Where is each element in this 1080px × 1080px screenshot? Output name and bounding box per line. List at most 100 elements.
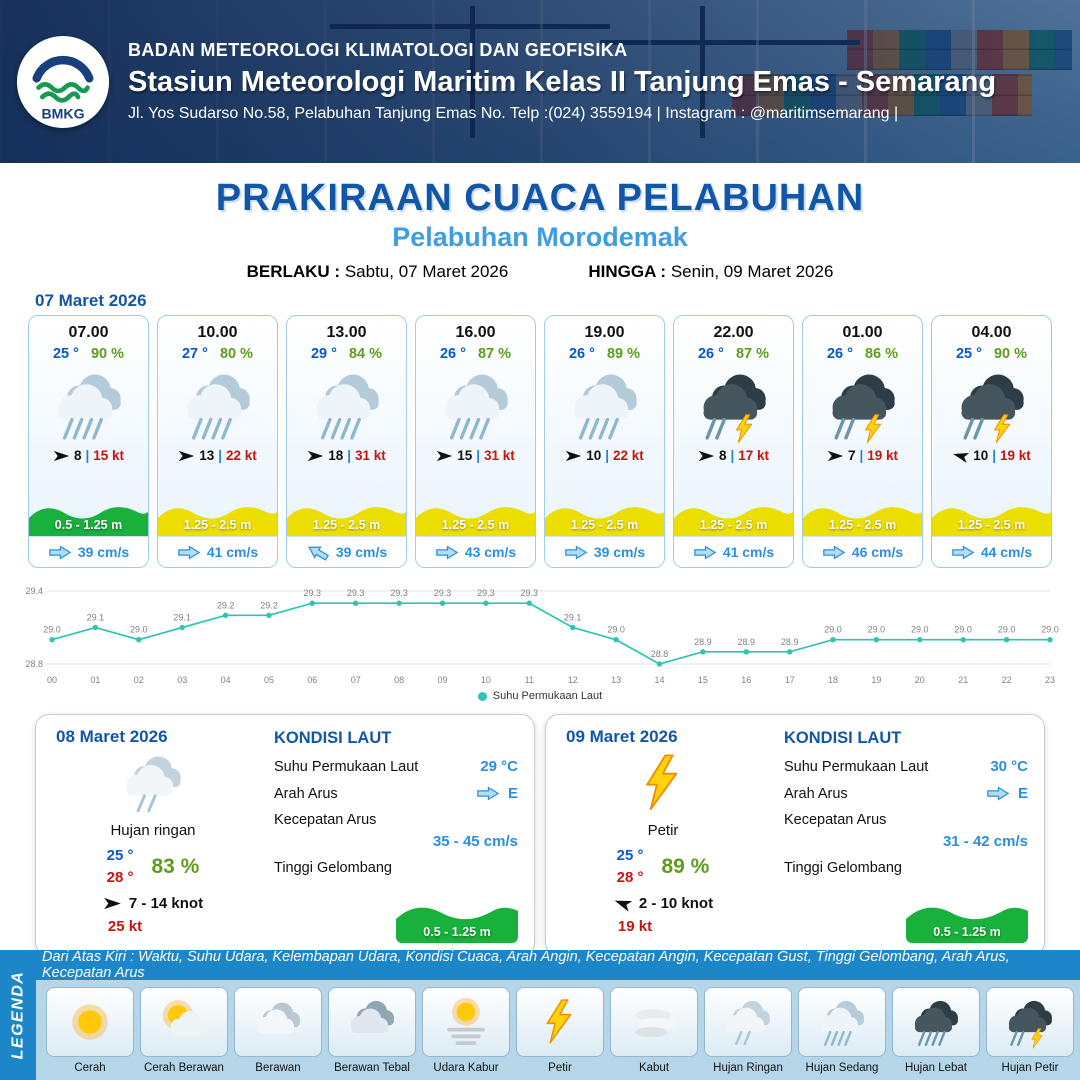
- wind-direction-icon: [103, 897, 122, 910]
- legend-label: Cerah: [74, 1062, 106, 1074]
- agency-name: BADAN METEOROLOGI KLIMATOLOGI DAN GEOFIS…: [128, 40, 628, 60]
- humidity: 84 %: [348, 346, 383, 362]
- current-speed: 46 cm/s: [851, 544, 904, 560]
- forecast-card: 19.00 26 ° 89 % 10 | 22 kt: [544, 315, 665, 568]
- separator: |: [730, 448, 735, 463]
- port-name: Pelabuhan Morodemak: [392, 222, 688, 252]
- current-speed: 41 cm/s: [722, 544, 775, 560]
- forecast-card: 04.00 25 ° 90 % 10 | 19 kt: [931, 315, 1052, 568]
- svg-text:29.0: 29.0: [911, 625, 929, 635]
- legend-label: Kabut: [638, 1062, 670, 1074]
- sst-chart: 29.4 28.8 29.0 00 29.1 01 29.0 02 29.1 03 29.2 04 29…: [18, 576, 1062, 702]
- wind-row: 10 | 19 kt: [952, 448, 1031, 463]
- forecast-time: 19.00: [584, 324, 625, 341]
- svg-text:28.9: 28.9: [694, 637, 712, 647]
- daily-wind-row: 2 - 10 knot: [554, 895, 772, 912]
- air-temperature: 26 °: [697, 346, 724, 362]
- wind-speed: 18: [328, 448, 344, 463]
- current-row: 39 cm/s: [545, 536, 664, 567]
- header-tint-overlay: [0, 0, 1080, 163]
- wave-height-band: 1.25 - 2.5 m: [932, 500, 1051, 536]
- svg-text:18: 18: [828, 675, 838, 685]
- svg-text:01: 01: [90, 675, 100, 685]
- wave-height-band: 1.25 - 2.5 m: [545, 500, 664, 536]
- svg-text:28.9: 28.9: [738, 637, 756, 647]
- forecast-card: 01.00 26 ° 86 % 7 | 19 kt: [802, 315, 923, 568]
- forecast-card: 13.00 29 ° 84 % 18 | 31 kt: [286, 315, 407, 568]
- wave-height-value: 0.5 - 1.25 m: [933, 925, 1001, 939]
- svg-text:16: 16: [741, 675, 751, 685]
- air-temperature: 25 °: [52, 346, 79, 362]
- wind-row: 18 | 31 kt: [307, 448, 386, 463]
- sst-line-chart: 29.4 28.8 29.0 00 29.1 01 29.0 02 29.1 03 29.2 04 29…: [25, 586, 1058, 685]
- legend-weather-icon: [234, 987, 322, 1057]
- temp-min: 25 °: [106, 847, 134, 864]
- legend-label: Petir: [548, 1062, 572, 1074]
- wind-speed: 15: [457, 448, 473, 463]
- daily-forecast-card: 09 Maret 2026 Petir 25 ° 28 ° 89 %: [545, 714, 1045, 956]
- current-direction-icon: [177, 544, 201, 560]
- current-direction-row: Arah Arus E: [784, 785, 1028, 802]
- wave-height: 1.25 - 2.5 m: [828, 518, 897, 532]
- svg-text:11: 11: [525, 675, 534, 685]
- svg-text:02: 02: [134, 675, 144, 685]
- weather-icon: [693, 362, 775, 448]
- air-temperature: 25 °: [955, 346, 982, 362]
- wind-row: 8 | 15 kt: [53, 448, 124, 463]
- svg-text:29.2: 29.2: [217, 600, 235, 610]
- svg-text:00: 00: [47, 675, 57, 685]
- wave-height: 1.25 - 2.5 m: [183, 518, 252, 532]
- wind-row: 13 | 22 kt: [178, 448, 257, 463]
- svg-text:07: 07: [351, 675, 361, 685]
- daily-condition: Hujan ringan: [110, 822, 196, 839]
- sst-value: 29 °C: [480, 758, 518, 775]
- svg-text:29.3: 29.3: [347, 588, 365, 598]
- daily-weather-summary: Petir 25 ° 28 ° 89 % 2 - 10 knot: [554, 749, 772, 935]
- wind-direction-icon: [827, 450, 844, 462]
- wave-height-row: Tinggi Gelombang: [274, 860, 518, 876]
- legend-weather-icon: [798, 987, 886, 1057]
- svg-text:29.0: 29.0: [130, 625, 148, 635]
- wind-gust: 19 kt: [867, 448, 899, 463]
- wave-height: 1.25 - 2.5 m: [441, 518, 510, 532]
- current-speed: 41 cm/s: [206, 544, 259, 560]
- temp-humidity-row: 26 ° 87 %: [698, 346, 769, 362]
- legend-weather-icon: [46, 987, 134, 1057]
- wave-height-value: 0.5 - 1.25 m: [423, 925, 491, 939]
- separator: |: [992, 448, 997, 463]
- legend-label: Hujan Lebat: [904, 1062, 968, 1074]
- wave-height: 1.25 - 2.5 m: [570, 518, 639, 532]
- current-speed-label: Kecepatan Arus: [784, 812, 887, 828]
- current-row: 44 cm/s: [932, 536, 1051, 567]
- svg-text:09: 09: [437, 675, 447, 685]
- wind-gust: 22 kt: [226, 448, 257, 463]
- current-row: 46 cm/s: [803, 536, 922, 567]
- legend-weather-icon: [892, 987, 980, 1057]
- forecast-time: 13.00: [326, 324, 367, 341]
- legend-sidebar-title: LEGENDA: [9, 970, 27, 1060]
- current-speed-value: 35 - 45 cm/s: [432, 833, 518, 850]
- forecast-card: 07.00 25 ° 90 % 8 | 15 kt: [28, 315, 149, 568]
- forecast-time: 10.00: [197, 324, 238, 341]
- humidity: 90 %: [90, 346, 125, 362]
- daily-date: 08 Maret 2026: [56, 727, 168, 746]
- wind-gust: 19 kt: [617, 917, 653, 935]
- wave-height-band: 1.25 - 2.5 m: [287, 500, 406, 536]
- wave-height-label: Tinggi Gelombang: [274, 860, 392, 876]
- station-name: Stasiun Meteorologi Maritim Kelas II Tan…: [128, 66, 997, 98]
- sst-value: 30 °C: [990, 758, 1028, 775]
- current-row: 41 cm/s: [674, 536, 793, 567]
- svg-text:23: 23: [1045, 675, 1055, 685]
- daily-temp-humidity: 25 ° 28 ° 89 %: [554, 845, 772, 889]
- wind-gust: 31 kt: [484, 448, 515, 463]
- wind-row: 8 | 17 kt: [698, 448, 769, 463]
- svg-text:28.9: 28.9: [781, 637, 799, 647]
- wind-range: 2 - 10 knot: [638, 894, 714, 912]
- svg-text:29.0: 29.0: [998, 625, 1016, 635]
- forecast-time: 04.00: [971, 324, 1012, 341]
- svg-text:17: 17: [785, 675, 795, 685]
- legend-label: Hujan Petir: [1001, 1062, 1059, 1074]
- wind-row: 10 | 22 kt: [565, 448, 644, 463]
- legend-item: Cerah: [46, 987, 134, 1080]
